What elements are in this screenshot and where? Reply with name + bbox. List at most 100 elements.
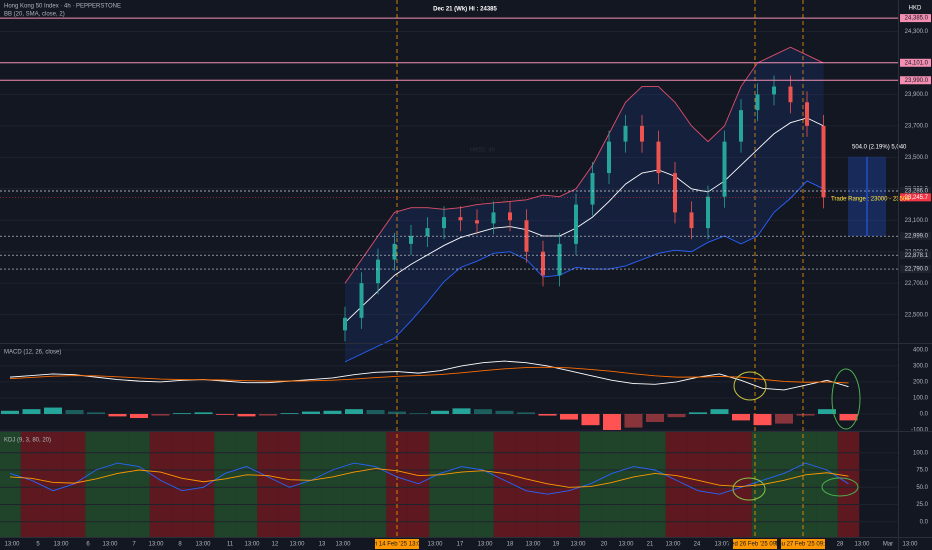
time-label: 13 <box>319 542 326 548</box>
bb-lower <box>344 180 824 363</box>
currency: HKD <box>909 6 922 12</box>
y-tick-label: 22,700.0 <box>905 281 929 287</box>
header-title: Dec 21 (Wk) Hi : 24385 <box>433 7 497 13</box>
regime-band <box>429 432 451 537</box>
time-label: 13:00 <box>427 542 443 548</box>
candle-body <box>557 243 562 276</box>
time-label: 7 <box>132 542 136 548</box>
candle-body <box>706 196 710 229</box>
regime-band <box>773 432 795 537</box>
y-tick-label: 25.0 <box>916 502 928 508</box>
candle-body <box>409 236 413 244</box>
time-label: 8 <box>178 542 182 548</box>
regime-band <box>106 432 129 537</box>
candle-body <box>458 217 463 221</box>
indicator-legend: BB (20, SMA, close, 2) <box>4 12 65 18</box>
histogram-bar <box>624 413 643 428</box>
time-label-bg <box>733 539 777 549</box>
highlight-ellipse <box>732 477 766 501</box>
histogram-bar <box>388 411 406 414</box>
candle-body <box>656 141 661 174</box>
level-label: 22,790.0 <box>905 267 929 273</box>
candle-body <box>376 259 380 284</box>
candle-body <box>574 204 578 244</box>
time-label: 13:00 <box>195 542 211 548</box>
histogram-bar <box>431 410 449 414</box>
candle-body <box>359 283 364 318</box>
histogram-bar <box>302 411 320 414</box>
time-label: 28 <box>837 542 844 548</box>
regime-band <box>601 432 623 537</box>
histogram-bar <box>452 408 471 414</box>
regime-band <box>687 432 709 537</box>
symbol-legend: Hong Kong 50 Index · 4h · PEPPERSTONE <box>4 4 121 10</box>
time-label: 21 <box>647 542 654 548</box>
signal-line <box>9 366 849 384</box>
candle-body <box>524 220 529 252</box>
regime-band <box>450 432 473 537</box>
histogram-bar <box>732 413 750 421</box>
candle-body <box>442 217 446 229</box>
candle-body <box>392 243 397 260</box>
histogram-bar <box>1 410 19 414</box>
candle-body <box>673 173 677 213</box>
histogram-bar <box>130 413 148 418</box>
bb-upper <box>344 46 824 284</box>
y-tick-label: 100.0 <box>913 450 929 456</box>
annotation: Trade Range : 23000 - 23504 <box>831 197 910 203</box>
regime-band <box>837 432 860 537</box>
regime-band <box>63 432 86 537</box>
histogram-bar <box>517 412 535 414</box>
time-label: Mar <box>883 542 893 548</box>
regime-band <box>343 432 365 537</box>
time-label-bg <box>375 539 419 549</box>
histogram-bar <box>409 413 428 414</box>
level-label-bg <box>900 76 931 85</box>
regime-band <box>364 432 387 537</box>
y-tick-label: 75.0 <box>916 468 928 474</box>
level-label: 22,999.0 <box>905 234 929 240</box>
level-label-bg <box>900 187 931 196</box>
y-tick-label: 200.0 <box>913 380 929 386</box>
macd-line <box>9 360 849 391</box>
highlight-ellipse <box>831 368 861 430</box>
histogram-bar <box>173 413 191 414</box>
histogram-bar <box>646 413 664 422</box>
histogram-bar <box>237 413 256 417</box>
candle-body <box>425 228 430 237</box>
time-label: 13:00 <box>570 542 586 548</box>
time-label: 13:00 <box>244 542 260 548</box>
regime-band <box>644 432 666 537</box>
time-label: Wed 26 Feb '25 09:00 <box>726 542 785 548</box>
histogram-bar <box>495 410 514 414</box>
time-label: Fri 14 Feb '25 13:00 <box>370 542 424 548</box>
y-tick-label: 300.0 <box>913 363 929 369</box>
level-label-bg <box>900 58 931 67</box>
watermark-title: HK50, 4h <box>470 148 495 154</box>
level-label: 24,385.0 <box>905 16 929 22</box>
y-tick-label: 23,500.0 <box>905 155 929 161</box>
highlight-ellipse <box>733 371 767 401</box>
time-label-bg <box>781 539 825 549</box>
level-label: 23,990.0 <box>905 78 929 84</box>
regime-band <box>300 432 322 537</box>
time-label: 13:00 <box>53 542 69 548</box>
histogram-bar <box>345 409 363 414</box>
regime-band <box>665 432 688 537</box>
level-label-bg <box>900 251 931 260</box>
indicator-legend: KDJ (9, 3, 80, 20) <box>4 438 51 444</box>
histogram-bar <box>151 413 170 416</box>
candle-body <box>623 125 628 142</box>
level-label-bg <box>900 232 931 241</box>
histogram-bar <box>194 412 213 414</box>
histogram-bar <box>753 413 772 426</box>
k-line <box>9 462 849 495</box>
candle-body <box>475 220 479 224</box>
candle-body <box>508 212 512 221</box>
time-label: 13:00 <box>4 542 20 548</box>
histogram-bar <box>22 409 41 414</box>
candle-body <box>689 212 694 229</box>
time-label: 6 <box>86 542 90 548</box>
regime-band <box>192 432 215 537</box>
